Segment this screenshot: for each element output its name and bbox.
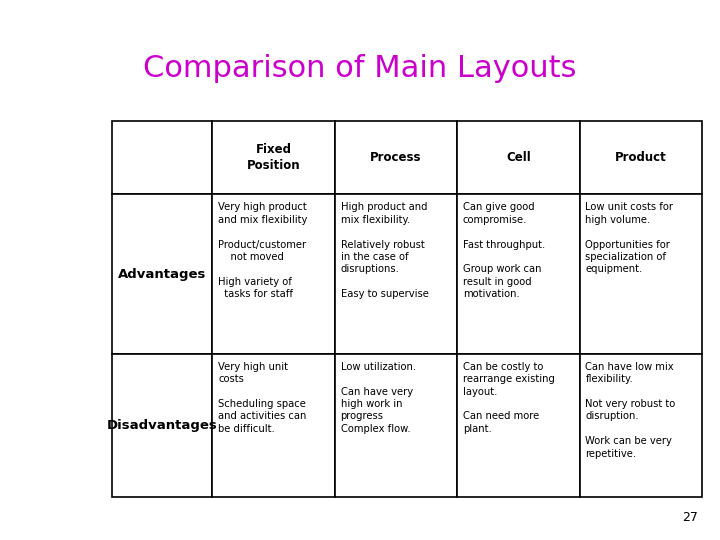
Bar (580, 354, 702, 497)
Text: Product: Product (615, 151, 667, 165)
Text: 27: 27 (683, 511, 698, 524)
Bar (335, 354, 457, 497)
Text: High product and
mix flexibility.

Relatively robust
in the case of
disruptions.: High product and mix flexibility. Relati… (341, 202, 428, 299)
Bar (335, 194, 457, 354)
Text: Fixed
Position: Fixed Position (247, 144, 300, 172)
Text: Can be costly to
rearrange existing
layout.

Can need more
plant.: Can be costly to rearrange existing layo… (463, 362, 555, 434)
Text: Cell: Cell (506, 151, 531, 165)
Bar (112, 194, 212, 354)
Text: Very high product
and mix flexibility

Product/customer
    not moved

High vari: Very high product and mix flexibility Pr… (218, 202, 307, 299)
Text: Disadvantages: Disadvantages (107, 418, 217, 432)
Text: Low utilization.

Can have very
high work in
progress
Complex flow.: Low utilization. Can have very high work… (341, 362, 415, 434)
Bar (212, 194, 335, 354)
Text: Low unit costs for
high volume.

Opportunities for
specialization of
equipment.: Low unit costs for high volume. Opportun… (585, 202, 673, 274)
Text: Can give good
compromise.

Fast throughput.

Group work can
result in good
motiv: Can give good compromise. Fast throughpu… (463, 202, 545, 299)
Bar (212, 122, 335, 194)
Bar (335, 122, 457, 194)
Text: Comparison of Main Layouts: Comparison of Main Layouts (143, 54, 577, 83)
Text: Very high unit
costs

Scheduling space
and activities can
be difficult.: Very high unit costs Scheduling space an… (218, 362, 307, 434)
Bar (112, 122, 212, 194)
Bar (580, 194, 702, 354)
Bar (457, 122, 580, 194)
Bar (457, 354, 580, 497)
Bar (457, 194, 580, 354)
Bar (112, 354, 212, 497)
Bar (580, 122, 702, 194)
Text: Process: Process (370, 151, 422, 165)
Text: Can have low mix
flexibility.

Not very robust to
disruption.

Work can be very
: Can have low mix flexibility. Not very r… (585, 362, 675, 458)
Text: Advantages: Advantages (118, 267, 206, 281)
Bar (212, 354, 335, 497)
